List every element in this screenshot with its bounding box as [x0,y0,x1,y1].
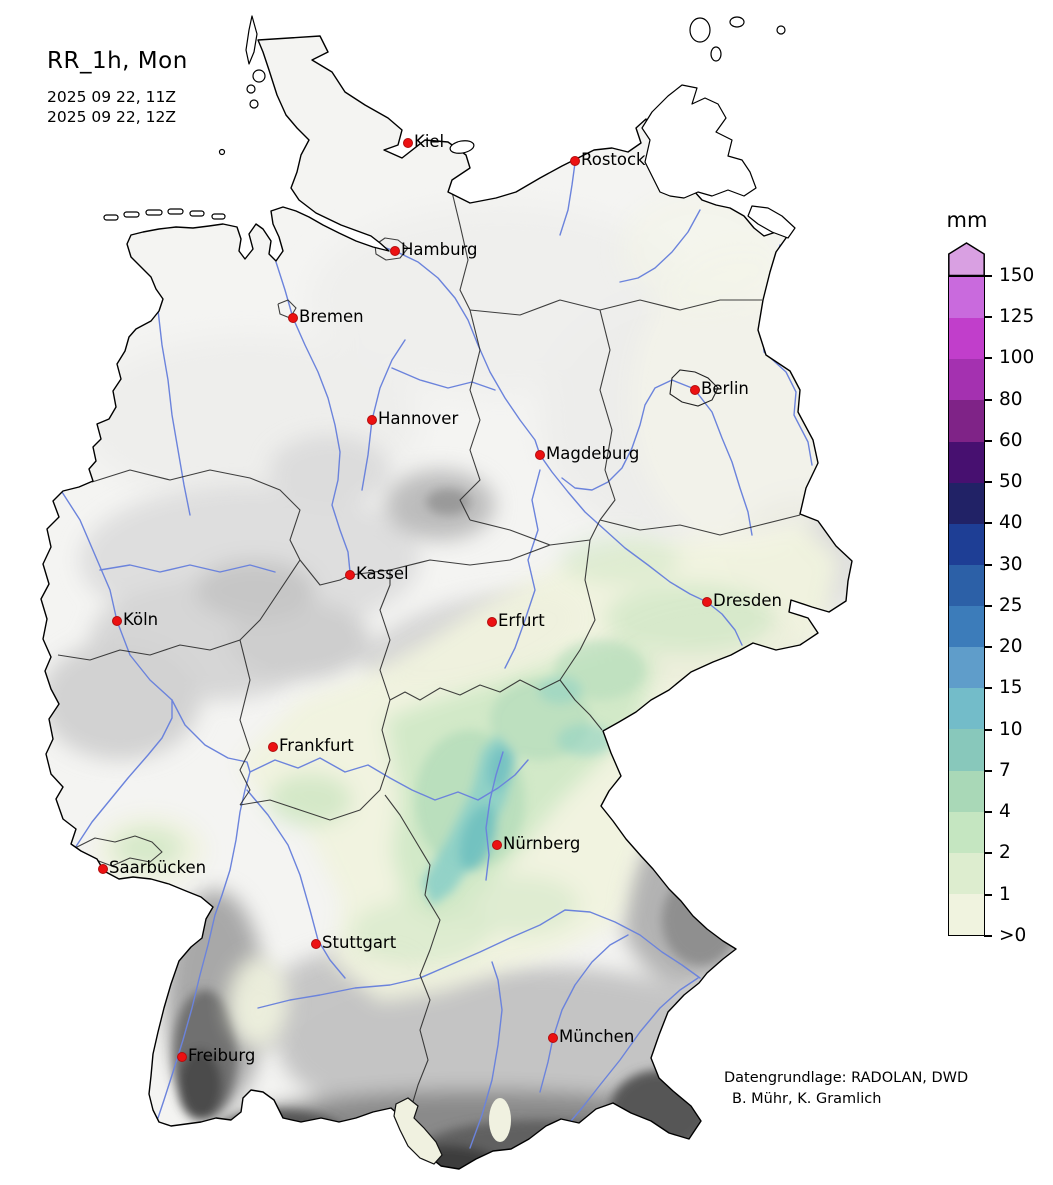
city-label: Frankfurt [279,736,354,755]
colorbar-segment [949,482,984,524]
island-ruegen [641,84,757,199]
city-dot [690,385,700,395]
city-dot [288,313,298,323]
river-rhine [61,491,251,1119]
valid-times: 2025 09 22, 11Z 2025 09 22, 12Z [47,87,188,127]
river-regnitz [485,751,504,881]
berlin-enclave-border [669,369,719,407]
city-dot [548,1033,558,1043]
rivers-layer [61,162,813,1153]
colorbar-segment [949,893,984,935]
river-saale [504,469,541,669]
attribution-source: Datengrundlage: RADOLAN, DWD [724,1070,969,1086]
valid-to: 2025 09 22, 12Z [47,108,176,127]
colorbar [948,276,985,936]
city-label: Saarbücken [109,858,207,877]
river-havel [561,379,693,491]
city-dot [702,597,712,607]
city-label: München [559,1027,635,1046]
river-aller [391,367,496,391]
colorbar-segment [949,523,984,565]
city-dot [535,450,545,460]
city-label: Magdeburg [546,444,640,463]
city-dot [403,138,413,148]
state-borders-layer [57,191,801,1106]
river-warnow [559,162,576,236]
alpine-valley-patch [489,1098,511,1142]
attribution: Datengrundlage: RADOLAN, DWD B. Mühr, K.… [724,1068,968,1110]
colorbar-segment [949,729,984,771]
city-dot [98,864,108,874]
river-leine [361,339,406,491]
city-dot [345,570,355,580]
river-ruhr [99,564,276,573]
colorbar-segment [949,441,984,483]
map-title: RR_1h, Mon [47,48,188,74]
city-dot [492,840,502,850]
attribution-authors: B. Mühr, K. Gramlich [732,1091,882,1108]
river-danube [257,909,701,1009]
island-sylt [245,15,258,65]
city-label: Hannover [378,409,459,428]
colorbar-segment [949,688,984,730]
island-usedom [747,205,796,239]
islands-layer [103,15,796,239]
colorbar-segment [949,811,984,853]
city-label: Stuttgart [322,933,397,952]
colorbar-segment [949,318,984,360]
city-dot [487,617,497,627]
city-dot [570,156,580,166]
city-label: Kiel [414,132,445,151]
river-neckar [246,789,346,979]
river-spree [694,389,753,536]
city-label: Köln [123,610,159,629]
island-fehmarn [449,140,475,154]
river-isar [539,934,629,1093]
city-label: Dresden [713,591,782,610]
colorbar-unit-label: mm [946,208,988,232]
colorbar-segment [949,400,984,442]
city-label: Nürnberg [503,834,581,853]
city-label: Bremen [299,307,364,326]
river-lech [469,961,503,1149]
colorbar-segment [949,606,984,648]
colorbar-segment [949,564,984,606]
river-ems [157,309,191,516]
title-block: RR_1h, Mon 2025 09 22, 11Z 2025 09 22, 1… [47,48,188,127]
city-dot [268,742,278,752]
city-dot [390,246,400,256]
colorbar-segment [949,770,984,812]
river-main [249,757,529,801]
city-dot [367,415,377,425]
colorbar-ticks: 150 125 100 80 60 50 40 30 25 20 15 10 7… [984,265,1053,946]
city-label: Hamburg [401,240,478,259]
city-dot [112,616,122,626]
river-peene [619,209,701,283]
city-dot [177,1052,187,1062]
city-label: Freiburg [188,1046,256,1065]
river-mosel [74,699,173,849]
city-label: Kassel [356,564,409,583]
city-dot [311,939,321,949]
valid-from: 2025 09 22, 11Z [47,88,176,106]
colorbar-segment [949,647,984,689]
city-label: Berlin [701,379,749,398]
colorbar-segment [949,852,984,894]
lake-bodensee [393,1097,443,1165]
colorbar-segment [949,277,984,319]
city-label: Erfurt [498,611,545,630]
colorbar-segment [949,359,984,401]
island-helgoland [218,148,226,156]
colorbar-overflow-arrow [948,242,985,276]
city-label: Rostock [581,150,646,169]
